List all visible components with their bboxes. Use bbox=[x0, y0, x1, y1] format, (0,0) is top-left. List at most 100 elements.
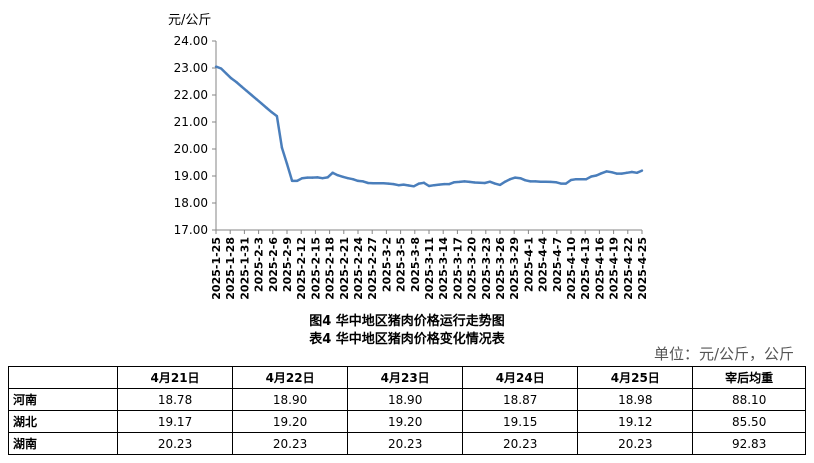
data-point bbox=[397, 183, 400, 187]
x-tick-label: 2025-1-28 bbox=[224, 237, 237, 300]
y-tick-label: 24.00 bbox=[174, 34, 208, 48]
data-point bbox=[417, 182, 421, 185]
table-header-row: 4月21日 4月22日 4月23日 4月24日 4月25日 宰后均重 bbox=[8, 366, 806, 389]
x-tick-label: 2025-3-2 bbox=[380, 237, 393, 292]
data-point bbox=[250, 93, 253, 97]
x-tick-label: 2025-4-22 bbox=[622, 237, 635, 300]
data-point bbox=[569, 178, 573, 182]
x-tick-label: 2025-3-8 bbox=[409, 237, 422, 292]
x-tick-label: 2025-4-1 bbox=[522, 237, 535, 292]
data-point bbox=[503, 180, 507, 183]
value-cell: 19.20 bbox=[232, 410, 349, 433]
data-point bbox=[453, 181, 456, 184]
x-tick-label: 2025-3-26 bbox=[494, 237, 507, 300]
x-tick-label: 2025-2-15 bbox=[309, 237, 322, 300]
data-point bbox=[488, 180, 492, 183]
data-point bbox=[625, 171, 628, 174]
data-point bbox=[458, 180, 461, 184]
table-row: 河南 18.78 18.90 18.90 18.87 18.98 88.10 bbox=[8, 388, 806, 411]
value-cell: 20.23 bbox=[577, 432, 694, 455]
data-point bbox=[407, 184, 410, 187]
data-point bbox=[412, 185, 415, 188]
data-point bbox=[260, 102, 263, 105]
x-tick-label: 2025-3-11 bbox=[423, 237, 436, 300]
price-line bbox=[215, 65, 643, 188]
x-tick-label: 2025-2-3 bbox=[253, 237, 266, 292]
y-tick-label: 17.00 bbox=[174, 223, 208, 237]
region-cell: 河南 bbox=[8, 388, 118, 411]
data-point bbox=[336, 173, 339, 177]
data-point bbox=[341, 175, 344, 179]
data-point bbox=[387, 182, 390, 185]
data-point bbox=[392, 182, 395, 186]
data-point bbox=[235, 80, 238, 84]
data-point bbox=[640, 169, 644, 172]
data-point bbox=[448, 182, 451, 186]
data-point bbox=[463, 180, 466, 183]
data-point bbox=[574, 178, 578, 181]
value-cell: 18.87 bbox=[462, 388, 579, 411]
data-point bbox=[483, 181, 486, 185]
region-cell: 湖北 bbox=[8, 410, 118, 433]
value-cell: 85.50 bbox=[692, 410, 806, 433]
data-point bbox=[316, 176, 319, 179]
data-point bbox=[224, 72, 228, 75]
data-point bbox=[427, 184, 431, 188]
data-point bbox=[432, 183, 436, 187]
data-point bbox=[529, 180, 532, 183]
series-line bbox=[214, 65, 644, 188]
figure-caption: 图4 华中地区猪肉价格运行走势图 bbox=[309, 314, 505, 329]
header-cell: 4月22日 bbox=[232, 366, 349, 389]
x-tick-label: 2025-4-7 bbox=[551, 237, 564, 292]
data-point bbox=[356, 179, 360, 183]
data-point bbox=[539, 180, 542, 183]
y-tick-label: 23.00 bbox=[174, 61, 208, 75]
x-tick-label: 2025-2-9 bbox=[281, 237, 294, 292]
value-cell: 18.78 bbox=[116, 388, 234, 411]
y-unit-label: 元/公斤 bbox=[168, 13, 211, 28]
data-point bbox=[240, 85, 243, 88]
data-point bbox=[590, 175, 593, 178]
price-trend-chart: 元/公斤 24.00 23.00 22.00 21.00 20.00 19.00 18.00… bbox=[168, 13, 649, 300]
data-point bbox=[265, 106, 268, 110]
data-point bbox=[564, 182, 568, 185]
data-point bbox=[635, 171, 639, 174]
value-cell: 19.20 bbox=[347, 410, 464, 433]
data-point bbox=[493, 182, 497, 185]
header-blank-cell bbox=[8, 366, 118, 389]
value-cell: 20.23 bbox=[232, 432, 349, 455]
data-point bbox=[245, 89, 248, 92]
data-point bbox=[255, 98, 258, 101]
x-tick-label: 2025-1-25 bbox=[210, 237, 223, 300]
data-point bbox=[270, 111, 273, 114]
data-point bbox=[346, 176, 350, 180]
data-point bbox=[579, 178, 583, 181]
data-point bbox=[549, 180, 552, 184]
data-point bbox=[544, 180, 547, 183]
x-tick-label: 2025-3-20 bbox=[466, 237, 479, 300]
value-cell: 19.15 bbox=[462, 410, 579, 433]
table-caption: 表4 华中地区猪肉价格变化情况表 bbox=[309, 332, 505, 347]
x-tick-label: 2025-4-16 bbox=[593, 237, 606, 300]
x-tick-label: 2025-2-18 bbox=[324, 237, 337, 300]
data-point bbox=[306, 176, 309, 179]
data-point bbox=[361, 180, 365, 183]
value-cell: 20.23 bbox=[462, 432, 579, 455]
x-tick-label: 2025-2-6 bbox=[267, 237, 280, 292]
data-point bbox=[422, 181, 426, 184]
data-point bbox=[351, 178, 355, 181]
data-point bbox=[508, 178, 512, 181]
data-point bbox=[366, 181, 370, 185]
data-point bbox=[600, 172, 603, 175]
data-point bbox=[534, 180, 537, 183]
region-cell: 湖南 bbox=[8, 432, 118, 455]
data-point bbox=[331, 171, 334, 174]
x-tick-label: 2025-3-23 bbox=[480, 237, 493, 300]
data-point bbox=[377, 182, 380, 185]
data-point bbox=[514, 176, 517, 179]
value-cell: 88.10 bbox=[692, 388, 806, 411]
data-point bbox=[443, 182, 446, 186]
value-cell: 20.23 bbox=[116, 432, 234, 455]
data-point bbox=[630, 170, 634, 174]
x-tick-label: 2025-4-10 bbox=[565, 237, 578, 300]
